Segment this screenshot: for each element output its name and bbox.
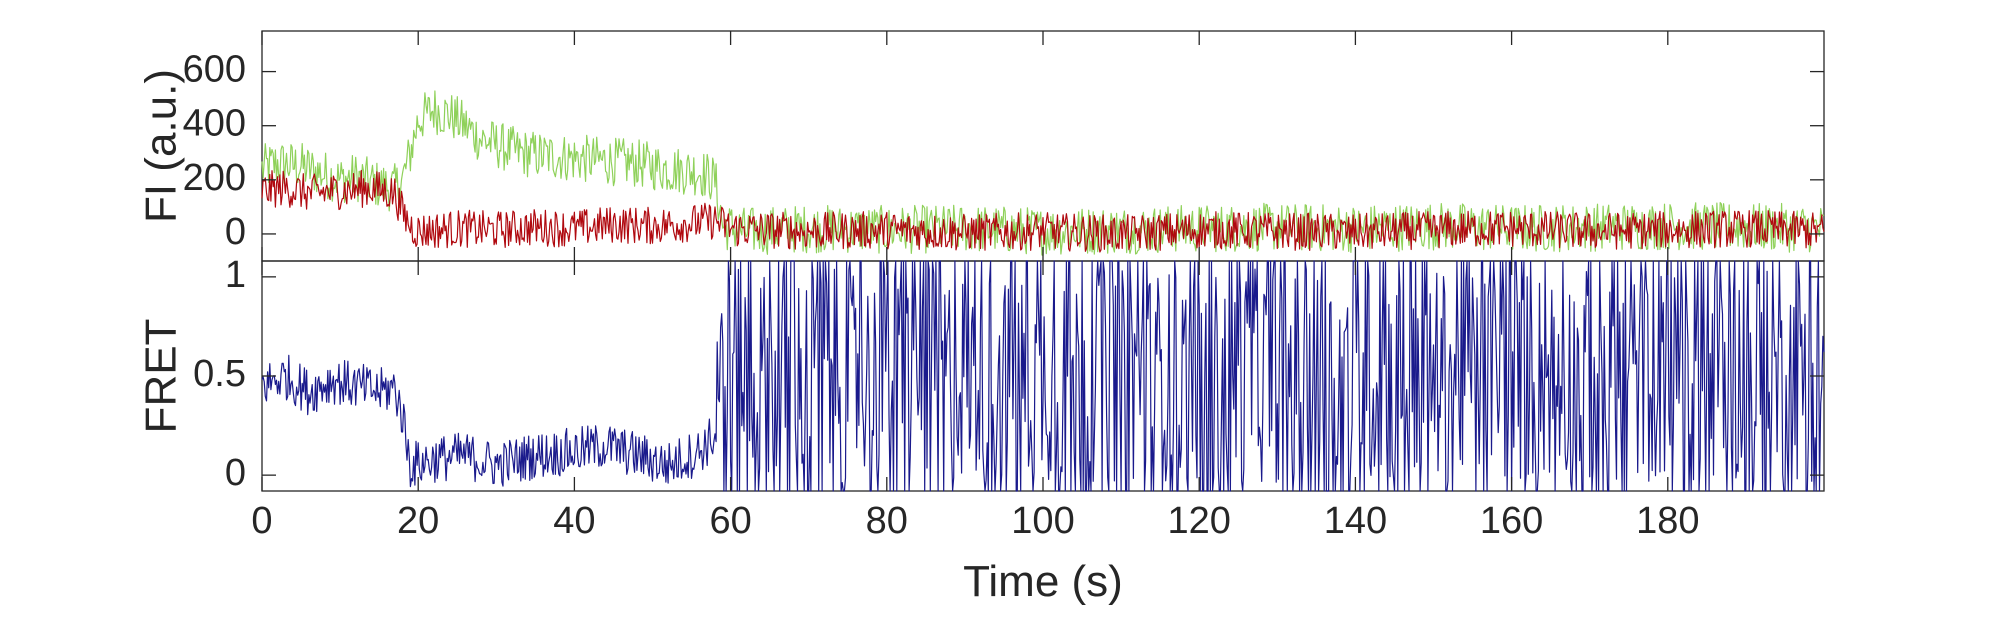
y-tick-label: 200: [183, 157, 246, 199]
bottom-yticks: 00.51: [193, 254, 1824, 494]
x-tick-label: 60: [709, 500, 751, 542]
y-tick-label: 0: [225, 452, 246, 494]
y-tick-label: 400: [183, 103, 246, 145]
x-axis-label: Time (s): [963, 557, 1123, 606]
x-tick-label: 0: [251, 500, 272, 542]
acceptor-trace: [261, 169, 1825, 253]
bottom-traces: [261, 260, 1825, 492]
y-tick-label: 0.5: [193, 353, 246, 395]
x-tick-label: 180: [1636, 500, 1699, 542]
x-tick-label: 100: [1011, 500, 1074, 542]
top-traces: [261, 90, 1825, 257]
y-tick-label: 0: [225, 211, 246, 253]
fret-trace: [261, 260, 1825, 492]
top-y-axis-label: FI (a.u.): [137, 69, 186, 223]
x-tick-label: 120: [1167, 500, 1230, 542]
y-tick-label: 1: [225, 254, 246, 296]
x-tick-label: 80: [866, 500, 908, 542]
bottom-y-axis-label: FRET: [137, 319, 186, 434]
bottom-xticks: 0 20 40 60 80 100 120 140 160 180: [251, 500, 1699, 542]
y-tick-label: 600: [183, 49, 246, 91]
top-yticks: 0 200 400 600: [183, 31, 1824, 261]
bottom-panel: 00.51 0 20 40 60 80 100 120 140 160 180 FRET Time…: [137, 254, 1825, 606]
x-tick-label: 20: [397, 500, 439, 542]
x-tick-label: 40: [553, 500, 595, 542]
x-tick-label: 160: [1480, 500, 1543, 542]
top-panel: 0 200 400 600 FI (a.u.): [137, 30, 1825, 262]
x-tick-label: 140: [1324, 500, 1387, 542]
